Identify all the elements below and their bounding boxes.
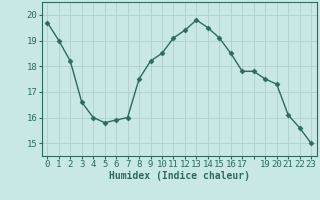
- X-axis label: Humidex (Indice chaleur): Humidex (Indice chaleur): [109, 171, 250, 181]
